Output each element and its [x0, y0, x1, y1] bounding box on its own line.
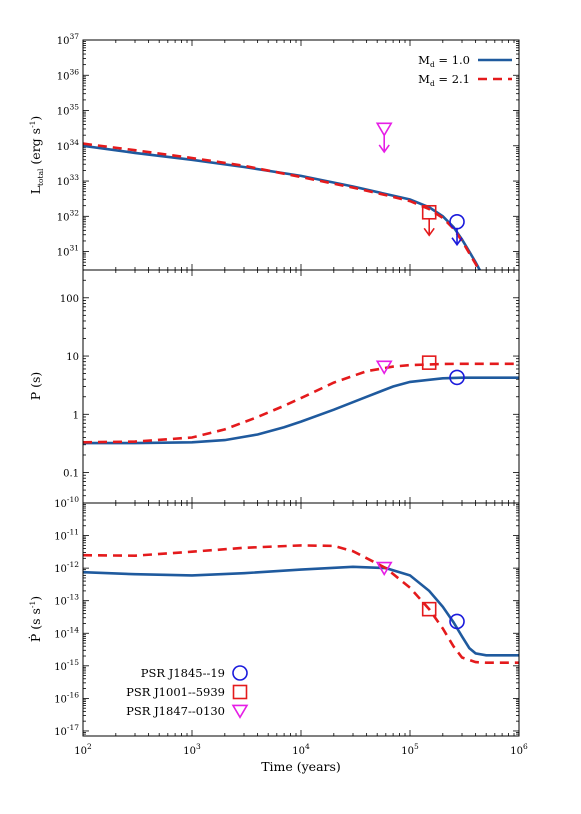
y-tick-label: 10-17: [54, 723, 79, 738]
svg-text:Ltotal (erg s-1): Ltotal (erg s-1): [28, 116, 45, 195]
legend-source-J1845: PSR J1845--19: [141, 666, 225, 680]
point-pdot-square: [421, 601, 437, 617]
legend-md-2.1-main: M: [418, 72, 430, 86]
legend-sources: PSR J1845--19 PSR J1001--5939 PSR J1847-…: [126, 665, 249, 719]
ylabel-Pd-close: ): [28, 596, 43, 601]
legend-lines: Md = 1.0 Md = 2.1: [418, 53, 512, 88]
svg-text:P (s): P (s): [28, 372, 43, 401]
upper-limit-head: [423, 227, 435, 237]
y-tick-label: 1031: [57, 244, 79, 259]
ylabel-L-exp: -1: [28, 121, 37, 128]
svg-text:Ṗ (s s-1): Ṗ (s s-1): [28, 596, 43, 642]
panel-frame: [82, 269, 520, 504]
y-axis-label-period: P (s): [28, 372, 43, 401]
point-luminosity-triangle-down: [375, 122, 393, 137]
legend-md-1.0-main: M: [418, 53, 430, 67]
y-tick-label: 100: [60, 294, 79, 305]
y-tick-label: 1037: [57, 32, 80, 47]
y-tick-label: 10-11: [54, 528, 79, 543]
panel-period: 0.1 1 10 100: [60, 269, 520, 504]
ylabel-P-main: P (s): [28, 372, 43, 401]
series-pdot-0: [83, 565, 519, 657]
ylabel-L-close: ): [28, 116, 43, 121]
y-axis-label-luminosity: Ltotal (erg s-1): [28, 116, 45, 195]
y-tick-label: 10-12: [54, 560, 79, 575]
series-period-1: [83, 362, 519, 444]
upper-limit-head: [378, 144, 390, 154]
legend-marker-circle: [232, 665, 248, 681]
legend-md-1.0-sub: d: [430, 60, 435, 69]
legend-md-1.0: Md = 1.0: [418, 53, 470, 69]
panel-frame: [82, 502, 520, 737]
point-period-triangle-down: [375, 360, 393, 375]
ylabel-L-main: L: [28, 186, 43, 194]
legend-md-1.0-rest: = 1.0: [435, 53, 470, 67]
point-period-square: [421, 355, 437, 370]
y-tick-label: 1034: [57, 138, 80, 153]
legend-marker-square: [232, 684, 248, 700]
y-tick-label: 1: [73, 410, 79, 421]
x-axis-label: Time (years): [261, 759, 341, 774]
legend-md-2.1: Md = 2.1: [418, 72, 470, 88]
y-tick-label: 10-10: [54, 495, 79, 510]
x-tick-label: 103: [183, 742, 201, 757]
x-tick-label: 102: [74, 742, 92, 757]
x-tick-label: 105: [401, 742, 419, 757]
point-luminosity-circle: [449, 213, 465, 230]
panel-pdot: 10-17 10-16 10-15 10-14 10-13 10-12 10-11 10-10…: [54, 495, 528, 757]
series-period-0: [83, 376, 519, 445]
legend-md-2.1-rest: = 2.1: [435, 72, 470, 86]
ylabel-Pd-exp: -1: [28, 601, 37, 608]
y-tick-label: 10-15: [54, 658, 79, 673]
legend-source-J1847: PSR J1847--0130: [126, 704, 225, 718]
y-tick-label: 10-16: [54, 690, 79, 705]
ylabel-L-rest: (erg s: [28, 128, 43, 169]
legend-md-2.1-sub: d: [430, 79, 435, 88]
y-tick-label: 1036: [57, 67, 80, 82]
y-tick-label: 1032: [57, 208, 80, 223]
legend-marker-triangle-down: [231, 704, 249, 719]
point-pdot-circle: [449, 613, 465, 630]
y-tick-label: 1035: [57, 103, 80, 118]
y-tick-label: 10-13: [54, 593, 79, 608]
series-luminosity-1: [83, 142, 481, 270]
legend-source-J1001: PSR J1001--5939: [126, 685, 225, 699]
y-tick-label: 1033: [57, 173, 80, 188]
panels: 1031 1032 1033 1034 1035 1036 1037 0.1 1 10 100 10-…: [54, 32, 528, 757]
y-axis-label-pdot: Ṗ (s s-1): [28, 596, 43, 642]
panel-luminosity: 1031 1032 1033 1034 1035 1036 1037: [57, 32, 520, 271]
x-tick-label: 106: [510, 742, 528, 757]
x-tick-label: 104: [292, 742, 310, 757]
point-period-circle: [449, 369, 465, 386]
y-tick-label: 10: [66, 352, 79, 363]
ylabel-L-sub: total: [36, 168, 45, 186]
series-pdot-1: [83, 544, 519, 664]
y-tick-label: 0.1: [63, 469, 79, 480]
ylabel-Pd-main: Ṗ (s s: [28, 608, 43, 642]
point-pdot-triangle-down: [375, 561, 393, 577]
y-tick-label: 10-14: [54, 625, 79, 640]
series-luminosity-0: [83, 144, 482, 270]
upper-limit-head: [451, 237, 463, 247]
